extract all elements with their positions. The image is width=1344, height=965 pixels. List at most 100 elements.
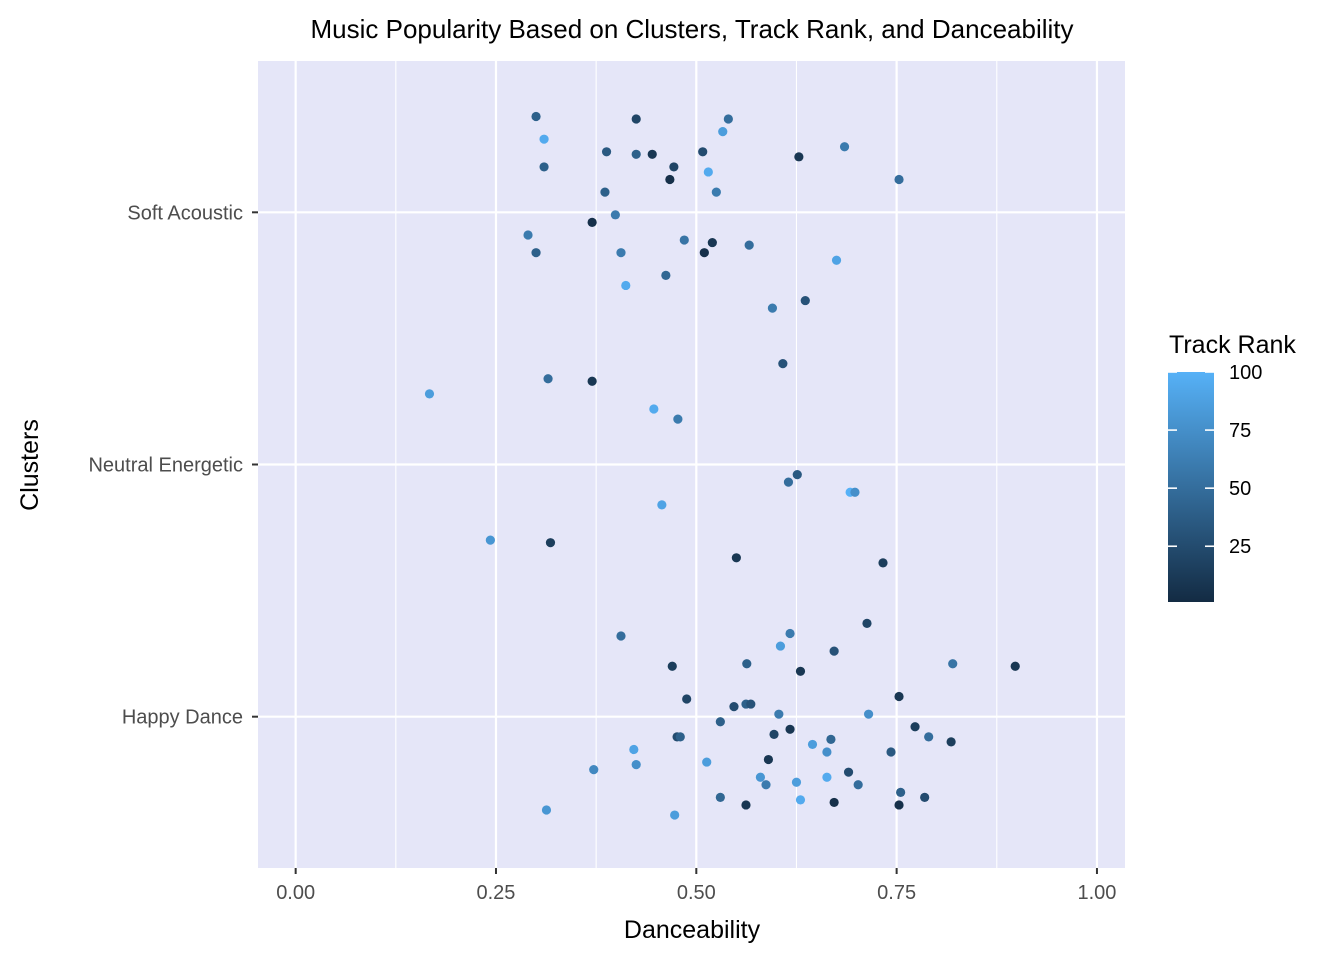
legend-tick-label: 75 (1229, 420, 1251, 442)
data-point (894, 691, 904, 702)
y-tick-label: Happy Dance (122, 707, 243, 729)
data-point (767, 303, 778, 313)
data-point (621, 280, 631, 291)
data-point (523, 230, 533, 240)
data-point (545, 538, 556, 548)
data-point (531, 111, 541, 122)
data-point (631, 760, 641, 770)
data-point (616, 248, 626, 258)
data-point (699, 248, 709, 258)
data-point (679, 235, 689, 245)
data-point (755, 772, 766, 782)
data-point (763, 754, 774, 765)
data-point (665, 174, 675, 185)
data-point (1010, 661, 1020, 671)
data-point (703, 167, 713, 177)
data-point (589, 765, 599, 775)
x-axis-label: Danceability (624, 916, 761, 944)
data-point (761, 780, 771, 790)
data-point (822, 747, 832, 757)
data-point (878, 558, 888, 568)
data-point (715, 792, 725, 802)
data-point (886, 747, 896, 757)
data-point (673, 414, 683, 424)
data-point (587, 376, 597, 386)
data-point (616, 631, 626, 641)
data-point (742, 659, 752, 669)
data-point (629, 744, 639, 755)
data-point (924, 732, 934, 742)
data-point (948, 659, 958, 669)
x-tick-label: 1.00 (1077, 882, 1116, 904)
data-point (707, 237, 717, 248)
data-point (853, 780, 863, 790)
data-point (896, 787, 906, 797)
x-tick-label: 0.50 (677, 882, 716, 904)
data-point (783, 477, 794, 487)
data-point (718, 127, 728, 137)
data-point (792, 469, 802, 480)
data-point (822, 772, 832, 782)
x-tick-label: 0.00 (276, 882, 315, 904)
data-point (778, 359, 788, 369)
data-point (746, 699, 756, 709)
data-point (894, 174, 904, 185)
data-point (829, 646, 839, 656)
data-point (744, 240, 754, 250)
data-point (543, 374, 553, 384)
x-tick-label: 0.75 (877, 882, 916, 904)
data-point (920, 792, 930, 802)
y-tick-label: Soft Acoustic (127, 202, 243, 224)
data-point (795, 795, 806, 805)
data-point (785, 628, 795, 639)
legend-tick-label: 25 (1229, 536, 1251, 558)
data-point (600, 187, 610, 197)
data-point (539, 162, 549, 172)
y-axis-label: Clusters (16, 419, 44, 511)
data-points (424, 111, 1020, 820)
data-point (485, 535, 495, 545)
x-axis: 0.00 0.25 0.50 0.75 1.00 (276, 868, 1116, 904)
data-point (826, 734, 836, 744)
data-point (657, 500, 667, 510)
data-point (741, 800, 751, 810)
legend-colorbar (1168, 372, 1214, 602)
data-point (775, 641, 786, 651)
data-point (667, 661, 677, 671)
data-point (698, 147, 708, 157)
data-point (541, 805, 552, 815)
grid-major (258, 61, 1125, 868)
data-point (769, 729, 779, 739)
data-point (649, 404, 659, 414)
data-point (669, 162, 679, 172)
data-point (794, 152, 804, 162)
data-point (791, 777, 802, 787)
legend-title: Track Rank (1169, 331, 1296, 359)
data-point (729, 702, 739, 712)
data-point (682, 694, 692, 704)
x-tick-label: 0.25 (477, 882, 516, 904)
legend: Track Rank 25 50 75 100 (1168, 331, 1296, 602)
data-point (910, 722, 920, 732)
y-tick-label: Neutral Energetic (88, 455, 243, 477)
data-point (829, 797, 839, 808)
data-point (795, 666, 806, 676)
data-point (631, 149, 641, 159)
legend-tick-label: 50 (1229, 478, 1251, 500)
data-point (831, 255, 842, 265)
chart-title: Music Popularity Based on Clusters, Trac… (310, 14, 1073, 44)
data-point (862, 618, 872, 628)
data-point (424, 389, 435, 399)
data-point (843, 767, 854, 777)
data-point (702, 757, 712, 767)
data-point (587, 217, 597, 227)
legend-tick-label: 100 (1229, 362, 1262, 384)
y-axis: Happy Dance Neutral Energetic Soft Acousti… (88, 202, 258, 729)
data-point (774, 709, 784, 719)
data-point (839, 142, 850, 152)
data-point (670, 810, 680, 820)
data-point (531, 248, 541, 258)
data-point (807, 739, 818, 750)
data-point (601, 147, 612, 157)
